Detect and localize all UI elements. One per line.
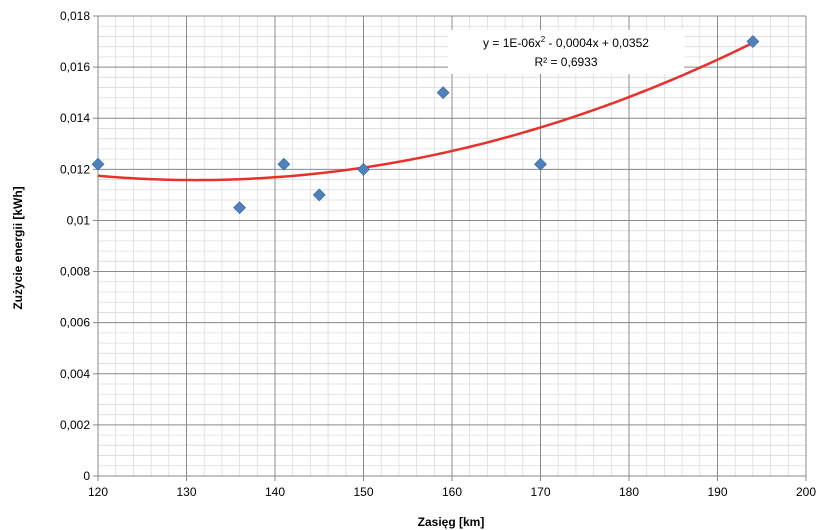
data-point-diamond [534, 157, 547, 171]
y-tick-label: 0,008 [60, 265, 90, 279]
data-point-diamond [233, 201, 247, 215]
x-tick-label: 130 [176, 485, 196, 499]
y-tick-label: 0,006 [60, 316, 90, 330]
y-tick-label: 0 [83, 469, 90, 483]
data-point-diamond [436, 86, 450, 100]
x-tick-label: 170 [530, 485, 550, 499]
y-axis-title: Zużycie energii [kWh] [11, 186, 25, 309]
y-tick-label: 0,01 [67, 213, 91, 227]
tick-labels: 120 130 140 150 160 170 180 190 200 0 0,002 0,004 0,… [60, 9, 816, 499]
x-tick-label: 180 [619, 485, 639, 499]
axes [93, 15, 807, 481]
y-tick-label: 0,016 [60, 60, 90, 74]
equation-background [448, 30, 684, 74]
x-tick-label: 120 [88, 485, 108, 499]
y-tick-label: 0,014 [60, 111, 90, 125]
x-tick-label: 190 [707, 485, 727, 499]
x-tick-label: 160 [442, 485, 462, 499]
grid-lines [97, 15, 807, 477]
x-tick-label: 140 [265, 485, 285, 499]
data-point-diamond [91, 157, 105, 171]
data-point-diamond [357, 162, 370, 176]
trendline-curve [97, 41, 754, 182]
y-tick-label: 0,004 [60, 367, 90, 381]
y-tick-label: 0,018 [60, 9, 90, 23]
x-axis-title: Zasięg [km] [418, 515, 485, 529]
y-tick-label: 0,012 [60, 162, 90, 176]
x-tick-label: 150 [353, 485, 373, 499]
data-point-diamond [746, 35, 760, 48]
data-points [91, 35, 760, 215]
r-squared-label: R² = 0,6933 [534, 55, 597, 69]
equation-box: y = 1E-06x2 - 0,0004x + 0,0352 R² = 0,69… [448, 30, 684, 74]
trendline-layer [97, 41, 754, 182]
data-point-diamond [277, 157, 291, 171]
trendline-equation: y = 1E-06x2 - 0,0004x + 0,0352 [483, 35, 649, 50]
data-point-diamond [312, 188, 326, 202]
x-tick-label: 200 [796, 485, 816, 499]
y-tick-label: 0,002 [60, 418, 90, 432]
